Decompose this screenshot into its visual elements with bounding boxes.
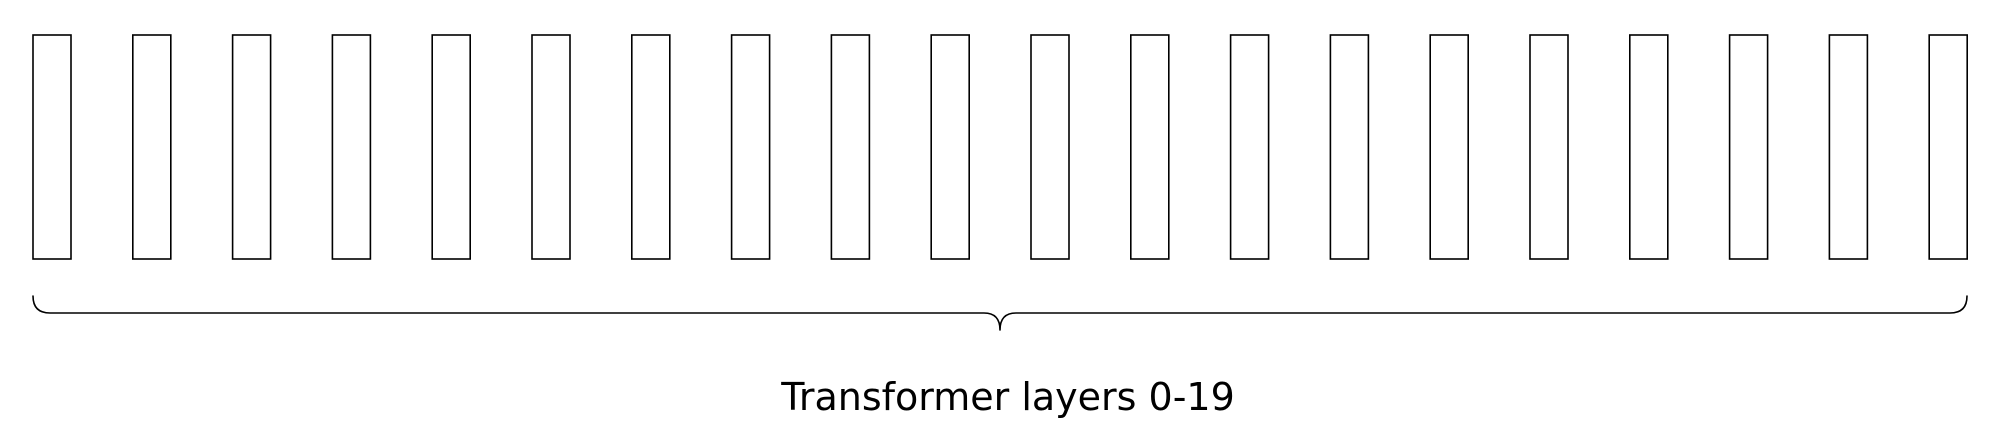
transformer-layer-17 — [1728, 34, 1769, 260]
transformer-layer-1 — [132, 34, 172, 260]
transformer-layer-8 — [830, 34, 871, 260]
transformer-layer-3 — [331, 34, 372, 260]
transformer-layer-9 — [930, 34, 971, 260]
transformer-layer-5 — [531, 34, 571, 260]
transformer-layer-15 — [1529, 34, 1569, 260]
transformer-layer-18 — [1828, 34, 1869, 260]
layers-brace — [32, 295, 1968, 331]
transformer-layer-10 — [1030, 34, 1070, 260]
diagram-caption: Transformer layers 0-19 — [780, 375, 1235, 419]
transformer-layer-6 — [630, 34, 671, 260]
transformer-layer-0 — [32, 34, 72, 260]
transformer-layer-11 — [1130, 34, 1170, 260]
transformer-layer-4 — [431, 34, 472, 260]
transformer-layer-13 — [1329, 34, 1370, 260]
transformer-layer-7 — [730, 34, 771, 260]
transformer-layer-19 — [1928, 34, 1968, 260]
transformer-layer-14 — [1429, 34, 1469, 260]
layer-stack — [32, 34, 1968, 260]
transformer-layer-16 — [1629, 34, 1669, 260]
transformer-layer-12 — [1229, 34, 1270, 260]
transformer-layer-2 — [231, 34, 272, 260]
